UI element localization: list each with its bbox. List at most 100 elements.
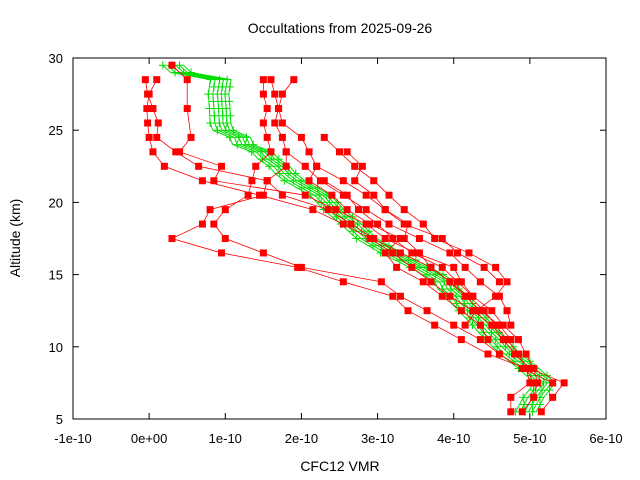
occultation-2-marker <box>480 307 488 315</box>
occultation-1-marker <box>530 393 538 401</box>
occultation-2-marker <box>278 191 286 199</box>
occultation-2-marker <box>347 220 355 228</box>
occultation-3-marker <box>339 220 347 228</box>
occultation-5-marker <box>530 379 538 387</box>
occultation-4-marker <box>450 321 458 329</box>
green-plus-marker <box>214 104 223 113</box>
green-plus-marker <box>415 263 424 272</box>
occultation-7-marker <box>419 220 427 228</box>
green-plus-marker <box>187 68 196 77</box>
occultation-2-marker <box>172 148 180 156</box>
x-axis-label: CFC12 VMR <box>300 458 379 474</box>
occultation-10-marker <box>351 177 359 185</box>
green-plus-marker <box>352 234 361 243</box>
occultation-6-marker <box>366 220 374 228</box>
occultation-3-marker <box>526 364 534 372</box>
occultation-5-marker <box>404 307 412 315</box>
occultation-4-marker <box>396 292 404 300</box>
occultation-3-marker <box>488 321 496 329</box>
green-plus-marker <box>284 169 293 178</box>
x-tick-label: -1e-10 <box>54 431 92 446</box>
occultation-4-marker <box>252 162 260 170</box>
occultation-10-marker <box>507 336 515 344</box>
occultation-6-marker <box>305 177 313 185</box>
green-plus-marker <box>206 118 215 127</box>
green-plus-marker <box>218 111 227 120</box>
occultation-1-marker <box>168 61 176 69</box>
occultation-10-marker <box>343 148 351 156</box>
occultation-1-marker <box>499 321 507 329</box>
green-plus-marker <box>267 155 276 164</box>
occultation-6-marker <box>290 76 298 84</box>
occultation-11-marker <box>408 249 416 257</box>
occultation-2-marker <box>195 162 203 170</box>
occultation-2-marker <box>465 292 473 300</box>
green-plus-marker <box>528 400 537 409</box>
green-plus-marker <box>221 126 230 135</box>
occultation-1-marker <box>217 162 225 170</box>
green-plus-marker <box>454 285 463 294</box>
occultation-6-marker <box>297 133 305 141</box>
occultation-6-marker <box>393 263 401 271</box>
occultation-5-marker <box>263 177 271 185</box>
occultation-1-marker <box>187 133 195 141</box>
occultation-2-marker <box>507 408 515 416</box>
occultation-5-marker <box>168 235 176 242</box>
occultation-4-marker <box>549 379 557 387</box>
occultation-5-marker <box>278 133 286 141</box>
occultation-11-marker <box>454 278 462 286</box>
occultation-4-marker <box>259 90 267 98</box>
green-plus-marker <box>175 61 184 70</box>
occultation-4-marker <box>476 336 484 344</box>
occultation-4-marker <box>248 177 256 185</box>
occultation-2-line <box>144 79 531 412</box>
occultation-3-marker <box>366 235 374 242</box>
occultation-6-marker <box>419 278 427 286</box>
occultation-5-marker <box>431 321 439 329</box>
occultation-5-marker <box>457 336 465 344</box>
green-plus-marker <box>493 342 502 351</box>
occultation-1-marker <box>530 364 538 372</box>
green-plus-marker <box>249 140 258 149</box>
green-plus-marker <box>501 342 510 351</box>
occultation-3-marker <box>499 336 507 344</box>
occultation-11-marker <box>374 220 382 228</box>
x-tick-label: 5e-10 <box>513 431 546 446</box>
green-plus-marker <box>447 285 456 294</box>
occultation-7-marker <box>351 162 359 170</box>
occultation-3-marker <box>469 307 477 315</box>
occultation-5-marker <box>206 206 214 214</box>
occultation-6-marker <box>328 191 336 199</box>
occultation-9-marker <box>362 191 370 199</box>
green-plus-marker <box>491 335 500 344</box>
occultation-4-marker <box>423 307 431 315</box>
occultation-8-marker <box>316 177 324 185</box>
occultation-8-marker <box>362 206 370 214</box>
green-plus-marker <box>291 169 300 178</box>
green-plus-marker <box>215 118 224 127</box>
occultation-3-marker <box>198 177 206 185</box>
green-plus-marker <box>241 140 250 149</box>
occultation-10-marker <box>358 162 366 170</box>
occultation-3-marker <box>549 393 557 401</box>
occultation-7-marker <box>431 235 439 242</box>
occultation-7-marker <box>385 191 393 199</box>
occultation-11-marker <box>469 292 477 300</box>
occultation-3-marker <box>153 76 161 84</box>
x-tick-label: 6e-10 <box>589 431 622 446</box>
occultation-3-marker <box>511 350 519 358</box>
occultation-4-marker <box>210 220 218 228</box>
green-plus-marker <box>204 90 213 99</box>
axis-ticks: -1e-10 0e+00 1e-10 2e-10 3e-10 4e-10 5e-10 6e-1… <box>49 51 623 446</box>
occultation-1-marker <box>518 408 526 416</box>
occultation-1-marker <box>514 336 522 344</box>
occultation-3-marker <box>160 162 168 170</box>
occultation-3-marker <box>145 90 153 98</box>
occultation-2-marker <box>396 249 404 257</box>
occultation-7-marker <box>503 278 511 286</box>
occultation-11-marker <box>438 263 446 271</box>
occultation-1-marker <box>183 76 191 84</box>
green-plus-marker <box>520 400 529 409</box>
occultation-7-marker <box>336 148 343 156</box>
y-tick-label: 30 <box>49 51 63 66</box>
